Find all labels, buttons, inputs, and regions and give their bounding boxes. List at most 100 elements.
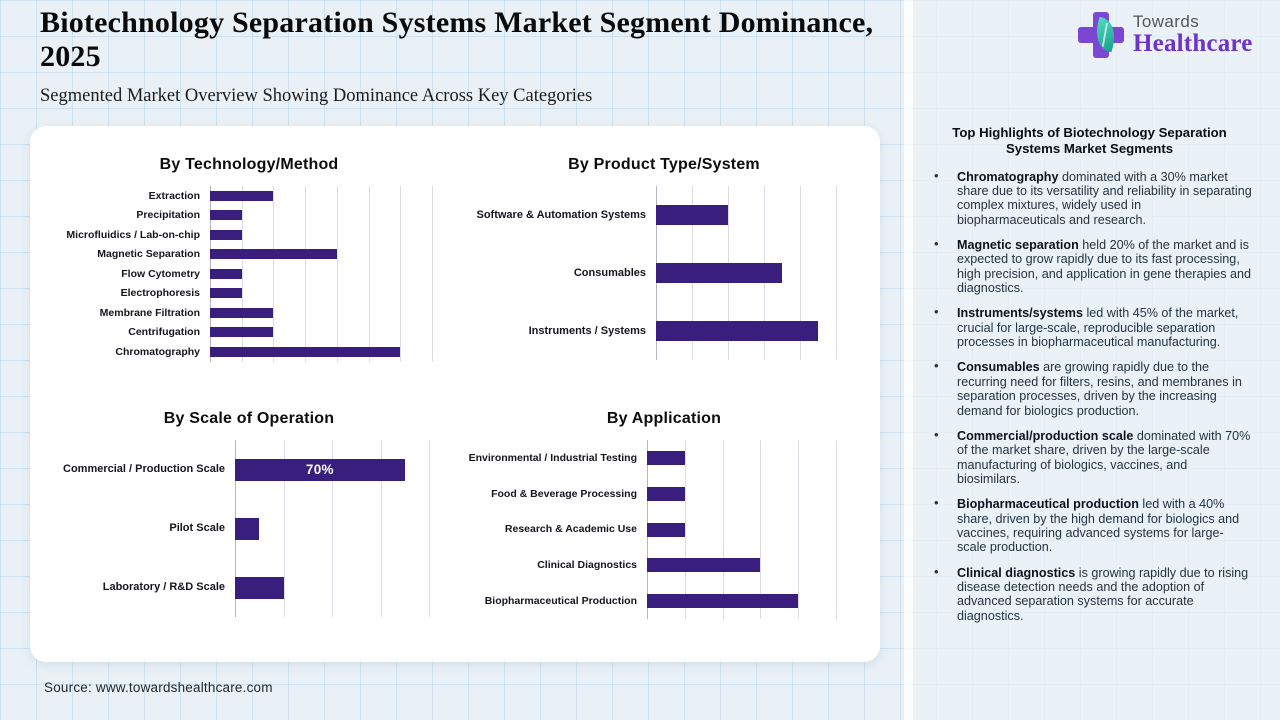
category-label: Precipitation (136, 209, 200, 222)
highlights-list: • Chromatography dominated with a 30% mar… (927, 167, 1252, 623)
vertical-divider (904, 0, 913, 720)
bullet-lead: Consumables (957, 360, 1040, 375)
logo-brand-bottom: Healthcare (1133, 30, 1253, 57)
gridline (400, 186, 402, 362)
bar-value-label: 70% (305, 462, 334, 477)
bar (210, 190, 274, 201)
chart-title: By Scale of Operation (163, 410, 335, 427)
gridline (722, 440, 724, 619)
category-label: Instruments / Systems (528, 324, 646, 337)
highlight-bullet: • Commercial/production scale dominated w… (927, 426, 1252, 486)
category-label: Research & Academic Use (504, 523, 637, 536)
bar (210, 288, 242, 299)
category-labels: Software & Automation Systems Consumables… (458, 186, 656, 360)
gridline (380, 440, 382, 617)
bar (210, 249, 337, 260)
category-label: Laboratory / R&D Scale (102, 581, 225, 594)
gridline (836, 186, 837, 360)
bar (656, 321, 818, 341)
bar (210, 346, 401, 357)
logo-text: Towards Healthcare (1133, 12, 1253, 58)
bullet-lead: Instruments/systems (957, 306, 1083, 321)
category-label: Environmental / Industrial Testing (468, 451, 637, 464)
bar (210, 210, 242, 221)
category-label: Flow Cytometry (121, 267, 200, 280)
gridline (283, 440, 285, 617)
category-label: Consumables (573, 266, 646, 279)
bar (210, 307, 274, 318)
gridline (332, 440, 333, 617)
logo-brand-top: Towards (1133, 12, 1200, 31)
bar (647, 450, 685, 465)
bullet-lead: Clinical diagnostics (957, 565, 1076, 580)
chart-title: By Application (606, 410, 722, 427)
chart-by-technology-method: By Technology/Method Extraction Precipita… (46, 156, 452, 362)
bullet-lead: Commercial/production scale (957, 428, 1134, 443)
bullet-dot-icon: • (934, 426, 939, 442)
category-label: Electrophoresis (120, 287, 200, 300)
bullet-lead: Magnetic separation (957, 238, 1079, 253)
bullet-dot-icon: • (934, 304, 939, 320)
category-label: Commercial / Production Scale (63, 463, 225, 476)
bar (235, 576, 284, 599)
gridline (273, 186, 275, 362)
bullet-text: held 20% of the market and is expected t… (957, 238, 1252, 296)
medical-cross-leaf-icon (1078, 10, 1124, 60)
bar (210, 268, 242, 279)
source-text: Source: www.towardshealthcare.com (44, 680, 273, 695)
bar (210, 229, 242, 240)
bar (210, 327, 274, 338)
bar-track (647, 440, 837, 619)
plot-area: Extraction Precipitation Microfluidics / L… (46, 186, 452, 362)
category-label: Food & Beverage Processing (491, 487, 637, 500)
highlight-bullet: • Magnetic separation held 20% of the mar… (927, 236, 1252, 296)
bar (647, 594, 799, 609)
gridline (432, 186, 433, 362)
category-label: Centrifugation (128, 326, 200, 339)
highlight-bullet: • Consumables are growing rapidly due to … (927, 359, 1252, 418)
bar-track (656, 186, 837, 360)
category-labels: Environmental / Industrial Testing Food &… (458, 440, 647, 619)
chart-title: By Product Type/System (568, 156, 760, 173)
bar (647, 558, 761, 573)
category-label: Pilot Scale (169, 522, 225, 535)
category-label: Membrane Filtration (99, 306, 200, 319)
highlight-bullet: • Chromatography dominated with a 30% mar… (927, 167, 1252, 227)
highlight-bullet: • Clinical diagnostics is growing rapidly… (927, 563, 1252, 623)
category-labels: Commercial / Production Scale Pilot Scale… (46, 440, 235, 617)
chart-by-product-type-system: By Product Type/System Software & Automa… (458, 156, 870, 360)
bullet-text: is growing rapidly due to rising disease… (957, 565, 1249, 623)
category-label: Clinical Diagnostics (537, 559, 637, 572)
chart-title: By Technology/Method (159, 156, 339, 173)
gridline (368, 186, 370, 362)
chart-by-scale-of-operation: By Scale of Operation Commercial / Produ… (46, 410, 452, 617)
bullet-text: led with a 40% share, driven by the high… (957, 497, 1240, 555)
category-label: Magnetic Separation (97, 248, 200, 261)
page-subtitle: Segmented Market Overview Showing Domina… (40, 86, 593, 106)
bar (647, 522, 685, 537)
bullet-text: dominated with 70% of the market share, … (957, 428, 1251, 486)
category-label: Software & Automation Systems (476, 208, 646, 221)
highlight-bullet: • Biopharmaceutical production led with a… (927, 495, 1252, 555)
bullet-text: dominated with a 30% market share due to… (957, 169, 1252, 227)
bar (656, 205, 728, 225)
bar (647, 486, 685, 501)
category-labels: Extraction Precipitation Microfluidics / L… (46, 186, 210, 362)
category-label: Chromatography (115, 345, 200, 358)
bullet-dot-icon: • (934, 563, 939, 579)
bullet-text: led with 45% of the market, crucial for … (957, 306, 1239, 350)
bullet-dot-icon: • (934, 167, 939, 183)
bar: 70% (235, 458, 405, 481)
sidebar-heading: Top Highlights of Biotechnology Separati… (952, 125, 1227, 156)
bullet-lead: Biopharmaceutical production (957, 497, 1139, 512)
category-label: Microfluidics / Lab-on-chip (66, 228, 200, 241)
towards-healthcare-logo: Towards Healthcare (1078, 10, 1253, 60)
plot-area: Commercial / Production Scale Pilot Scale… (46, 440, 452, 617)
page-title: Biotechnology Separation Systems Market … (40, 6, 874, 74)
bullet-dot-icon: • (934, 236, 939, 252)
gridline (305, 186, 307, 362)
gridline (798, 440, 800, 619)
gridline (684, 440, 686, 619)
chart-by-application: By Application Environmental / Industria… (458, 410, 870, 619)
gridline (760, 440, 762, 619)
